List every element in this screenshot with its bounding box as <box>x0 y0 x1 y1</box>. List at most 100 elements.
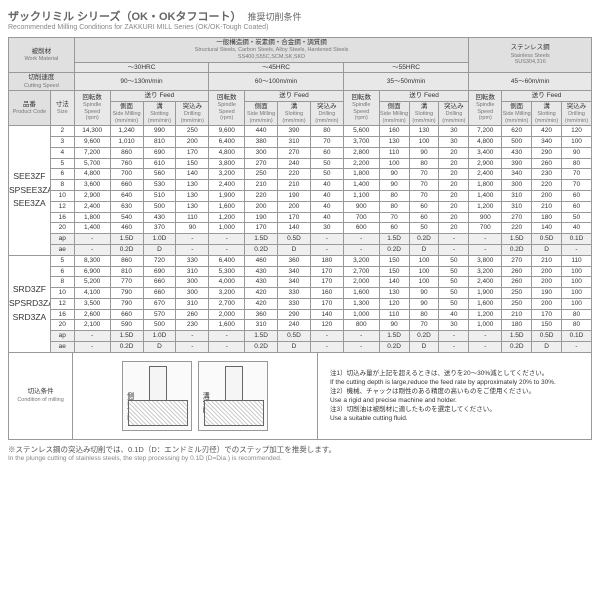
cell: 70 <box>562 169 592 180</box>
cell: 1,900 <box>209 190 245 201</box>
cell: 2,700 <box>209 298 245 309</box>
table-row: ap-1.5D1.0D--1.5D0.5D--1.5D0.2D--1.5D0.5… <box>9 234 592 245</box>
cell: 700 <box>110 169 143 180</box>
table-row: ae-0.2DD--0.2DD--0.2DD--0.2DD- <box>9 342 592 353</box>
cell: 8 <box>50 180 74 191</box>
cell: 90 <box>409 298 439 309</box>
cell: - <box>343 244 379 255</box>
product-code-1: SRD3ZFSPSRD3ZASRD3ZA <box>9 255 51 352</box>
table-row: 66,9008106903105,3004303401702,700150100… <box>9 266 592 277</box>
cell: 240 <box>278 158 311 169</box>
cell: 270 <box>502 255 532 266</box>
cell: 20 <box>439 180 469 191</box>
cell: 2,100 <box>74 320 110 331</box>
cell: 700 <box>469 223 502 234</box>
cell: 1,200 <box>469 309 502 320</box>
cell: 190 <box>245 212 278 223</box>
cell: 30 <box>439 126 469 137</box>
cell: 120 <box>310 320 343 331</box>
cell: 1.0D <box>143 234 176 245</box>
cell: 20 <box>50 320 74 331</box>
cell: 660 <box>110 309 143 320</box>
cell: 0.2D <box>245 342 278 353</box>
cell: 60 <box>409 201 439 212</box>
cell: - <box>562 244 592 255</box>
cell: 3,200 <box>209 169 245 180</box>
cell: - <box>469 342 502 353</box>
notes-table: 切込条件Condition of milling 側面切削 溝切削 注1）切込み… <box>8 352 592 440</box>
table-row: 104,1007906603003,2004203301601,60013090… <box>9 288 592 299</box>
cell: 560 <box>143 169 176 180</box>
cell: 210 <box>245 180 278 191</box>
cell: 590 <box>110 320 143 331</box>
cell: 0.1D <box>562 234 592 245</box>
cell: 810 <box>110 266 143 277</box>
cell: 200 <box>532 298 562 309</box>
cell: 0.5D <box>278 234 311 245</box>
cell: 20 <box>439 158 469 169</box>
cell: 180 <box>532 212 562 223</box>
cell: 720 <box>143 255 176 266</box>
cell: 370 <box>143 223 176 234</box>
table-row: 39,6001,0108102006,400380310703,70013010… <box>9 136 592 147</box>
cell: 90 <box>562 147 592 158</box>
cell: 1,010 <box>110 136 143 147</box>
cell: 210 <box>502 309 532 320</box>
cell: 4 <box>50 147 74 158</box>
cell: 80 <box>310 126 343 137</box>
table-row: SRD3ZFSPSRD3ZASRD3ZA58,3008607203306,400… <box>9 255 592 266</box>
cell: 2,400 <box>209 180 245 191</box>
cell: 9,600 <box>74 136 110 147</box>
cell: 1.5D <box>110 234 143 245</box>
cell: 510 <box>143 190 176 201</box>
cell: 240 <box>278 320 311 331</box>
cell: 260 <box>502 277 532 288</box>
cell: 8,300 <box>74 255 110 266</box>
cell: 250 <box>176 126 209 137</box>
cell: 1,100 <box>343 190 379 201</box>
cell: 460 <box>245 255 278 266</box>
cell: 70 <box>409 180 439 191</box>
table-row: 83,6006605301302,400210210401,4009070201… <box>9 180 592 191</box>
cell: 0.5D <box>532 331 562 342</box>
cell: 70 <box>562 180 592 191</box>
cell: 2,200 <box>343 158 379 169</box>
cell: 110 <box>562 255 592 266</box>
cell: 1,200 <box>209 212 245 223</box>
cell: 50 <box>439 288 469 299</box>
cell: 7,200 <box>74 147 110 158</box>
cell: 120 <box>562 126 592 137</box>
hdr-drill-2: 突込みDrilling(mm/min) <box>439 102 469 126</box>
table-row: ae-0.2DD--0.2DD--0.2DD--0.2DD- <box>9 244 592 255</box>
cell: 4,800 <box>469 136 502 147</box>
table-row: 55,7007606101503,800270240502,2001008020… <box>9 158 592 169</box>
cell: D <box>409 342 439 353</box>
cell: 570 <box>143 309 176 320</box>
cell: 360 <box>245 309 278 320</box>
hdr-rpm-3: 回転数Spindle Speed(rpm) <box>343 91 379 126</box>
cell: 70 <box>409 169 439 180</box>
cell: 0.2D <box>110 342 143 353</box>
cell: - <box>74 342 110 353</box>
cell: 2,000 <box>343 277 379 288</box>
hdr-mat1: 一般構造鋼・炭素鋼・合金鋼・調質鋼Structural Steels, Carb… <box>74 38 469 63</box>
cell: 1.5D <box>379 331 409 342</box>
cell: 10 <box>50 190 74 201</box>
table-row: 162,6006605702602,0003602901401,00011080… <box>9 309 592 320</box>
cell: 60 <box>379 223 409 234</box>
cell: 90 <box>379 169 409 180</box>
cell: 630 <box>110 201 143 212</box>
hdr-slot-0: 溝Slotting(mm/min) <box>143 102 176 126</box>
table-row: 123,5007906703102,7004203301701,30012090… <box>9 298 592 309</box>
cell: 40 <box>439 309 469 320</box>
cell: 300 <box>176 288 209 299</box>
cell: 3,800 <box>469 255 502 266</box>
cell: 2,900 <box>469 158 502 169</box>
cell: ae <box>50 244 74 255</box>
cell: 430 <box>502 147 532 158</box>
cell: 360 <box>278 255 311 266</box>
cell: 130 <box>409 126 439 137</box>
cell: 90 <box>176 223 209 234</box>
cell: 30 <box>439 136 469 147</box>
hdr-spd2: 60～100m/min <box>209 73 344 91</box>
